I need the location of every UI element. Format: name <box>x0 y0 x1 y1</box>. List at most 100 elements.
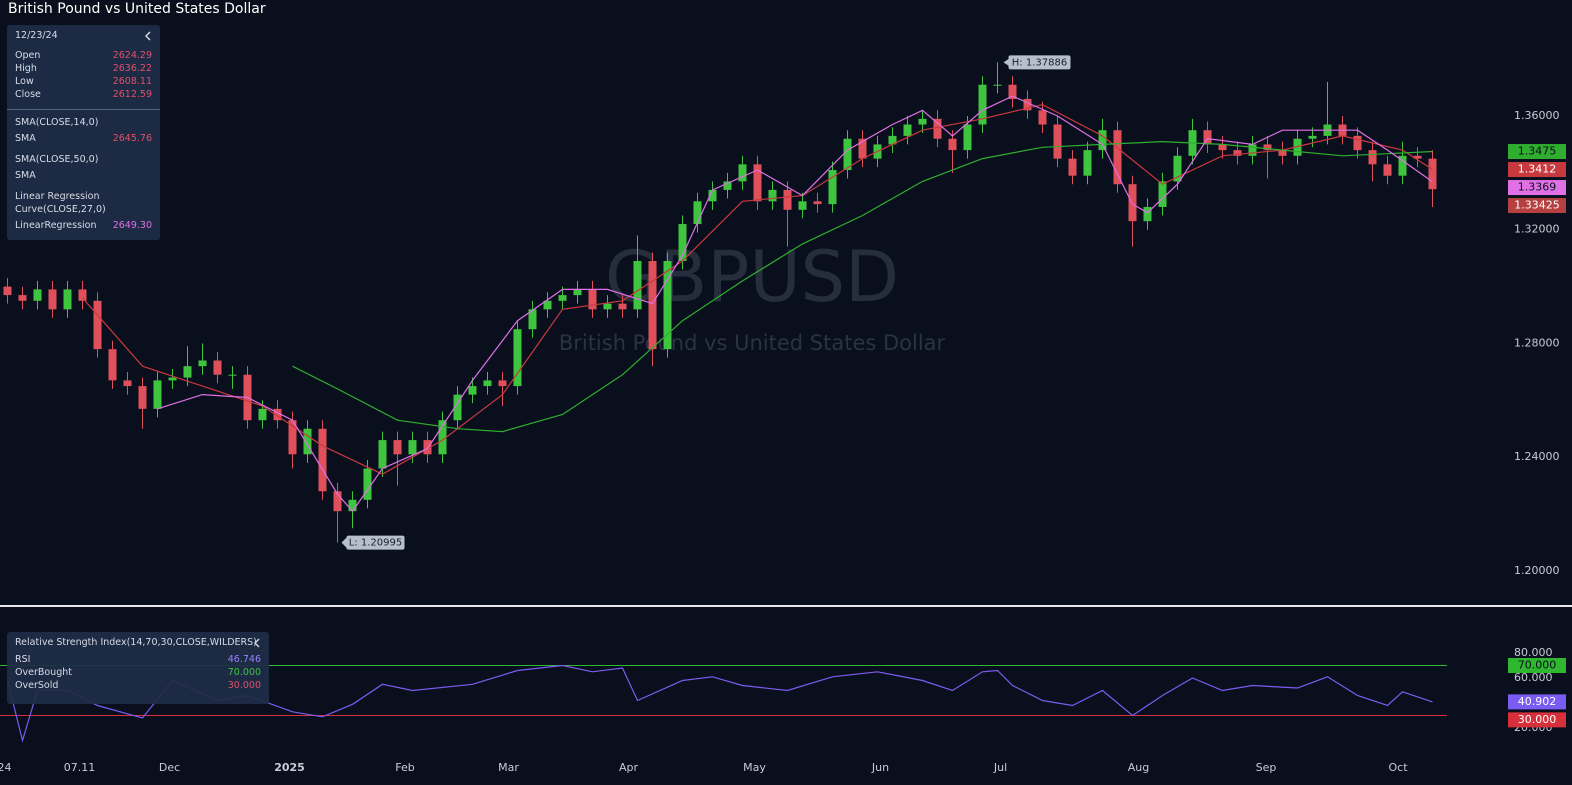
ohlc-value: 2608.11 <box>112 76 152 87</box>
candle-body <box>768 189 777 202</box>
candle-body <box>738 164 747 182</box>
x-tick-label: 24 <box>0 761 12 774</box>
ohlc-row: Close 2612.59 <box>15 88 152 101</box>
candle-body <box>1008 84 1017 99</box>
candle-body <box>798 201 807 210</box>
candle-body <box>333 491 342 512</box>
candle-body <box>153 380 162 409</box>
candle-body <box>663 260 672 350</box>
candle-body <box>1293 138 1302 156</box>
candle-body <box>993 84 1002 86</box>
candle-body <box>1308 135 1317 139</box>
indicator-line <box>82 103 1433 475</box>
collapse-icon[interactable] <box>144 31 152 41</box>
ohlc-row: High 2636.22 <box>15 62 152 75</box>
x-tick-label: Jun <box>871 761 889 774</box>
x-tick-label: May <box>743 761 766 774</box>
candle-body <box>888 135 897 145</box>
legend-name: OverSold <box>15 680 59 691</box>
ohlc-value: 2624.29 <box>112 50 152 61</box>
candle-body <box>1248 144 1257 156</box>
rsi-legend: Relative Strength Index(14,70,30,CLOSE,W… <box>7 632 269 704</box>
candle-body <box>408 440 417 455</box>
value-tag-label: 1.3369 <box>1518 181 1557 194</box>
indicator-row: SMA <box>15 169 152 182</box>
candle-body <box>1233 150 1242 156</box>
collapse-icon[interactable] <box>253 638 261 648</box>
legend-name: OverBought <box>15 667 72 678</box>
ohlc-label: Low <box>15 76 34 87</box>
candle-body <box>513 329 522 387</box>
y-tick-label: 1.28000 <box>1514 336 1560 349</box>
value-tag <box>1508 180 1566 196</box>
high-label: H: 1.37886 <box>1012 57 1067 68</box>
indicator-title: SMA(CLOSE,14,0) <box>15 117 99 128</box>
candle-body <box>618 303 627 310</box>
candle-body <box>978 84 987 125</box>
watermark-name: British Pound vs United States Dollar <box>559 331 946 355</box>
high-marker <box>1003 58 1010 67</box>
candle-body <box>63 289 72 310</box>
candle-body <box>1083 150 1092 176</box>
x-tick-label: 2025 <box>274 761 305 774</box>
value-tag <box>1508 198 1566 214</box>
y-tick-label: 60.000 <box>1514 671 1553 684</box>
indicator-line <box>292 140 1433 433</box>
candle-body <box>543 300 552 310</box>
candle-body <box>783 189 792 210</box>
info-panel: 12/23/24 Open 2624.29 High 2636.22 Low 2608… <box>7 25 160 240</box>
candle-body <box>453 394 462 421</box>
candle-body <box>573 289 582 296</box>
candle-body <box>753 164 762 202</box>
candle-body <box>858 138 867 159</box>
x-tick-label: Oct <box>1388 761 1408 774</box>
candle-body <box>1158 181 1167 207</box>
candle-body <box>318 428 327 492</box>
candle-body <box>378 440 387 469</box>
x-tick-label: 07.11 <box>64 761 96 774</box>
candle-body <box>138 386 147 409</box>
value-tag-label: 1.3412 <box>1518 163 1557 176</box>
candle-body <box>903 124 912 136</box>
value-tag <box>1508 694 1566 710</box>
candle-body <box>363 468 372 500</box>
candle-body <box>3 286 12 296</box>
indicator-label: SMA <box>15 170 36 181</box>
y-tick-label: 1.32000 <box>1514 223 1560 236</box>
candle-body <box>918 118 927 125</box>
candle-body <box>168 377 177 381</box>
candle-body <box>1383 164 1392 176</box>
legend-value: 30.000 <box>227 680 261 691</box>
value-tag-label: 30.000 <box>1518 713 1557 726</box>
candle-body <box>183 366 192 378</box>
x-tick-label: Jul <box>993 761 1007 774</box>
candle-body <box>498 380 507 387</box>
indicator-value: 2645.76 <box>112 133 152 144</box>
value-tag <box>1508 162 1566 178</box>
x-tick-label: Dec <box>159 761 180 774</box>
candle-body <box>828 170 837 205</box>
x-tick-label: Sep <box>1256 761 1277 774</box>
low-label-box <box>346 535 405 550</box>
indicator-row: LinearRegression 2649.30 <box>15 219 152 232</box>
candle-body <box>48 289 57 310</box>
candle-body <box>273 408 282 421</box>
value-tag-label: 1.3475 <box>1518 145 1557 158</box>
candle-body <box>438 420 447 455</box>
candle-body <box>1203 130 1212 145</box>
indicator-label: LinearRegression <box>15 220 97 231</box>
ohlc-label: Close <box>15 89 41 100</box>
value-tag-label: 1.33425 <box>1514 199 1560 212</box>
candle-body <box>1038 110 1047 125</box>
candle-body <box>18 295 27 301</box>
x-tick-label: Aug <box>1128 761 1149 774</box>
indicator-label: SMA <box>15 133 36 144</box>
y-tick-label: 1.20000 <box>1514 564 1560 577</box>
legend-row: RSI 46.746 <box>15 653 261 666</box>
candle-body <box>123 380 132 387</box>
candle-body <box>1398 155 1407 176</box>
candle-body <box>813 201 822 205</box>
low-label: L: 1.20995 <box>349 538 402 549</box>
